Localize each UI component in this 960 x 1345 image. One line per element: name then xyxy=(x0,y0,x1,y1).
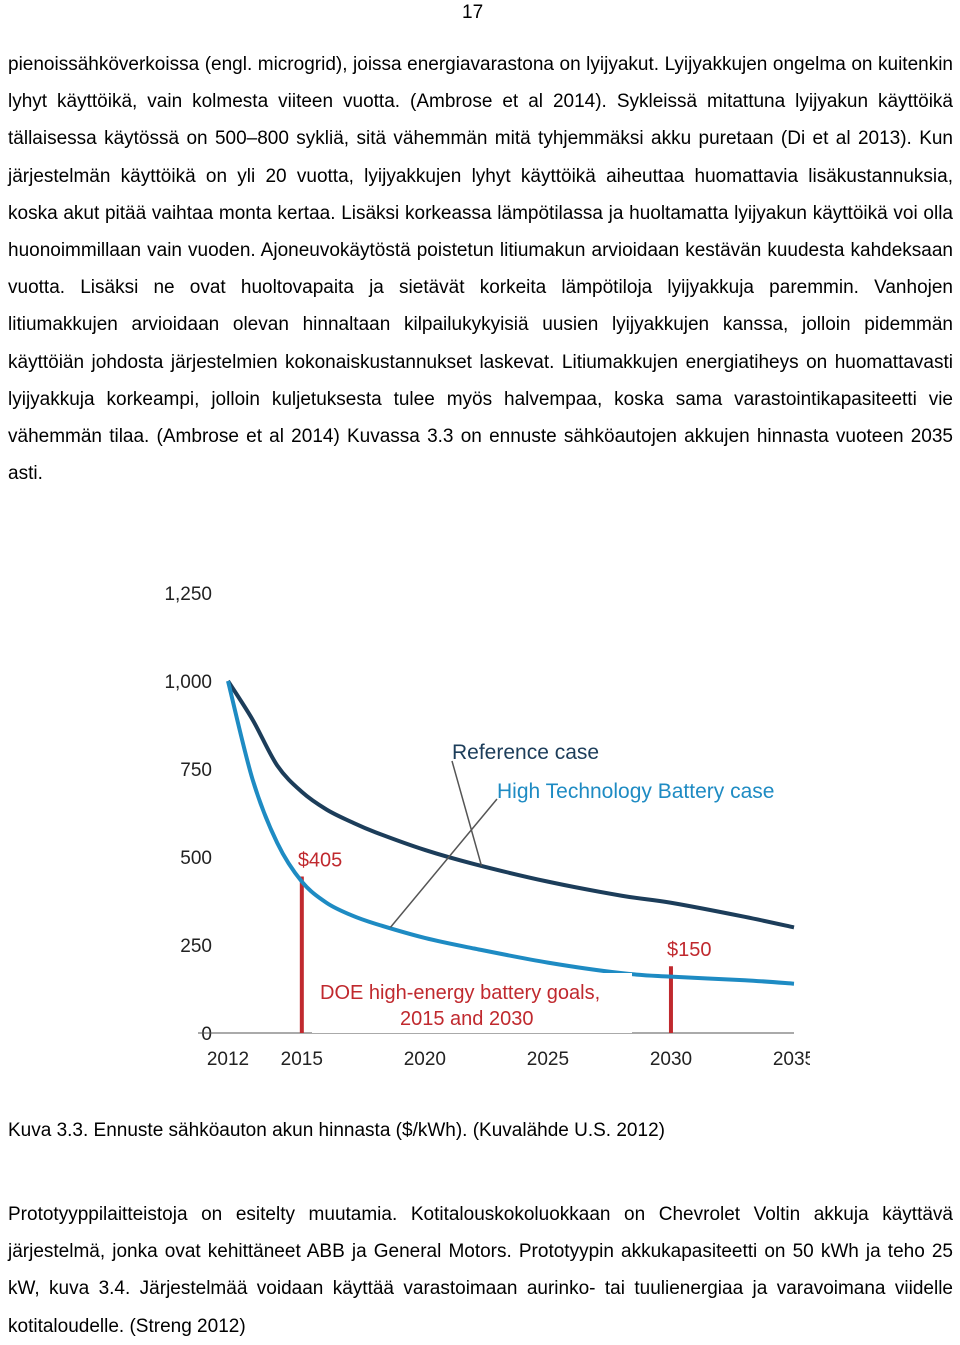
doe-goal-markers: $405 $150 xyxy=(298,849,712,1033)
y-tick-label: 500 xyxy=(180,848,212,869)
battery-price-chart: 0 250 500 750 1,000 1,250 2012 2015 2020 2025 203… xyxy=(164,584,810,1070)
x-tick-label: 2012 xyxy=(207,1049,249,1070)
figure-caption: Kuva 3.3. Ennuste sähköauton akun hinnas… xyxy=(8,1120,665,1141)
goal-marker-label: $405 xyxy=(298,849,343,871)
x-tick-label: 2035 xyxy=(773,1049,810,1070)
y-axis-tick-labels: 0 250 500 750 1,000 1,250 xyxy=(164,584,212,1045)
y-tick-label: 250 xyxy=(180,936,212,957)
series-labels: Reference case High Technology Battery ca… xyxy=(389,741,774,928)
y-tick-label: 1,000 xyxy=(164,672,212,693)
y-tick-label: 0 xyxy=(201,1024,212,1045)
series-lines xyxy=(226,679,795,986)
annotation-line-1: DOE high-energy battery goals, xyxy=(320,982,600,1004)
annotation-line-2: 2015 and 2030 xyxy=(400,1008,533,1030)
reference-case-line xyxy=(226,679,795,930)
x-axis-tick-labels: 2012 2015 2020 2025 2030 2035 xyxy=(207,1049,810,1070)
y-tick-label: 750 xyxy=(180,760,212,781)
annotation-background xyxy=(312,973,632,1033)
goal-marker-label: $150 xyxy=(667,939,712,961)
reference-leader-line xyxy=(451,760,483,867)
x-tick-label: 2015 xyxy=(281,1049,323,1070)
body-paragraph: pienoissähköverkoissa (engl. microgrid),… xyxy=(8,54,953,485)
page-number: 17 xyxy=(462,2,484,23)
x-tick-label: 2020 xyxy=(404,1049,446,1070)
reference-case-label: Reference case xyxy=(452,741,599,764)
high-tech-leader-line xyxy=(389,798,498,928)
doe-annotation: DOE high-energy battery goals, 2015 and … xyxy=(312,973,632,1033)
y-tick-label: 1,250 xyxy=(164,584,212,605)
high-tech-battery-line xyxy=(226,680,795,986)
x-tick-label: 2030 xyxy=(650,1049,692,1070)
body-paragraph-2: Prototyyppilaitteistoja on esitelty muut… xyxy=(8,1204,953,1337)
high-tech-battery-label: High Technology Battery case xyxy=(497,780,774,803)
x-tick-label: 2025 xyxy=(527,1049,569,1070)
